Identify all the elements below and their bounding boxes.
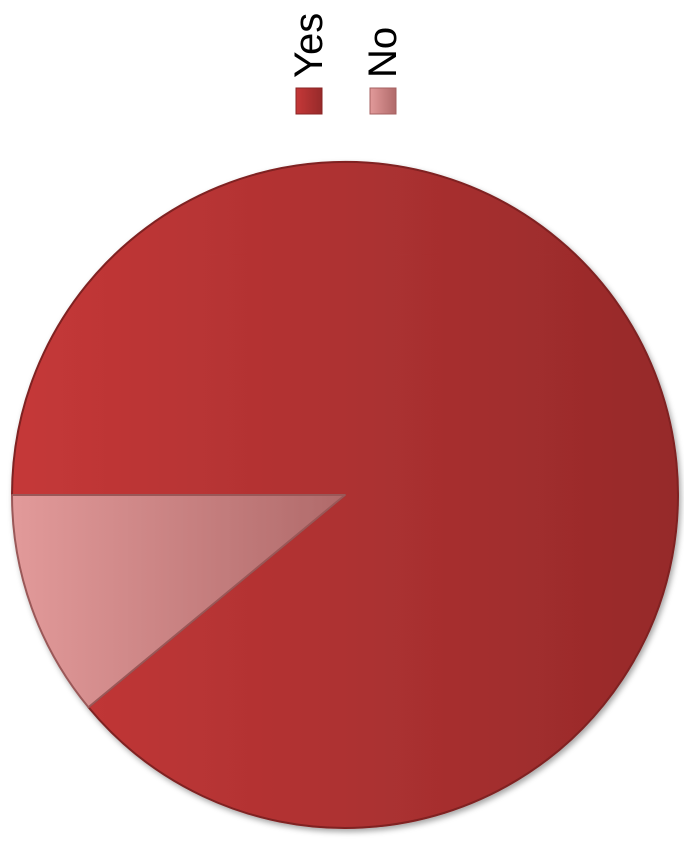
legend-item-no: No [361, 27, 405, 115]
pie-slices [11, 161, 679, 829]
legend-swatch-no [369, 87, 397, 115]
legend-label-yes: Yes [287, 13, 331, 78]
legend-item-yes: Yes [287, 13, 331, 115]
legend-swatch-yes [295, 87, 323, 115]
legend-label-no: No [361, 27, 405, 78]
pie-slice-no [11, 494, 346, 709]
legend: Yes No [287, 13, 405, 115]
